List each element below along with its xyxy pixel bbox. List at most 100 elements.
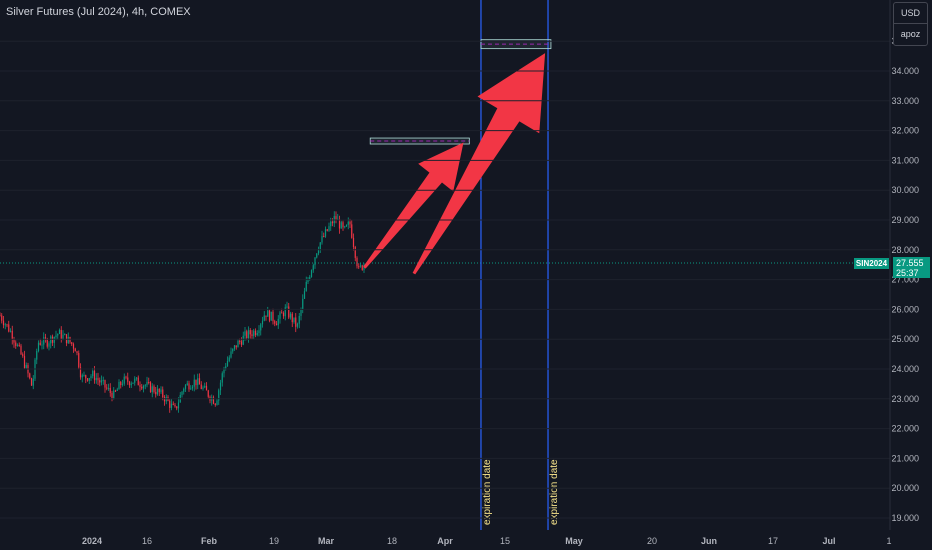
candle-body bbox=[282, 313, 285, 317]
candle-body bbox=[225, 366, 227, 369]
candle-body bbox=[249, 330, 251, 335]
x-tick-label: Apr bbox=[437, 536, 453, 546]
candle-body bbox=[142, 385, 145, 389]
candle-body bbox=[345, 224, 348, 227]
candle-body bbox=[277, 318, 279, 326]
candle-body bbox=[197, 378, 199, 386]
candle-body bbox=[29, 373, 31, 379]
candle-body bbox=[104, 380, 106, 388]
candle-body bbox=[307, 279, 309, 282]
candle-body bbox=[272, 311, 274, 322]
candlestick-series bbox=[0, 211, 365, 413]
candle-body bbox=[156, 388, 159, 395]
x-tick-label: 15 bbox=[500, 536, 510, 546]
candle-body bbox=[312, 265, 314, 271]
y-tick-label: 31.000 bbox=[891, 155, 919, 165]
candle-body bbox=[2, 320, 5, 326]
candle-body bbox=[155, 391, 157, 395]
candle-body bbox=[351, 224, 353, 238]
candle-body bbox=[55, 335, 57, 337]
candle-body bbox=[326, 229, 328, 231]
candle-body bbox=[349, 221, 351, 225]
candle-body bbox=[8, 324, 10, 332]
candle-body bbox=[16, 344, 19, 346]
candle-body bbox=[100, 380, 103, 383]
candle-body bbox=[139, 385, 141, 387]
time-axis[interactable]: 2024 16 Feb 19 Mar 18 Apr 15 May 20 Jun 17 Jul 1 bbox=[82, 536, 892, 546]
candle-body bbox=[247, 330, 250, 339]
candle-body bbox=[230, 351, 232, 358]
candle-body bbox=[32, 378, 34, 386]
candle-body bbox=[202, 387, 204, 389]
currency-selector[interactable]: USD apoz bbox=[893, 2, 928, 46]
x-tick-label: 1 bbox=[886, 536, 891, 546]
x-tick-label: Feb bbox=[201, 536, 218, 546]
candle-body bbox=[244, 331, 246, 336]
candle-body bbox=[319, 242, 321, 250]
y-tick-label: 34.000 bbox=[891, 66, 919, 76]
trend-arrow bbox=[363, 142, 464, 269]
candle-body bbox=[281, 312, 283, 314]
candle-body bbox=[191, 386, 194, 389]
candle-body bbox=[310, 270, 313, 278]
candle-body bbox=[146, 381, 148, 386]
candle-body bbox=[48, 343, 50, 347]
candle-body bbox=[205, 385, 208, 391]
candle-body bbox=[118, 381, 120, 390]
candle-body bbox=[160, 389, 162, 393]
candle-body bbox=[41, 344, 43, 346]
candle-body bbox=[62, 334, 64, 339]
candle-body bbox=[71, 342, 73, 345]
candle-body bbox=[258, 330, 260, 334]
candle-body bbox=[137, 377, 139, 386]
last-price-label: 27.555 25:37 bbox=[893, 257, 930, 278]
candle-body bbox=[30, 378, 33, 386]
x-tick-label: Jun bbox=[701, 536, 717, 546]
candle-body bbox=[300, 309, 302, 316]
drawing-overlays: expiration date expiration date bbox=[0, 0, 890, 530]
candle-body bbox=[43, 337, 45, 345]
y-tick-label: 33.000 bbox=[891, 96, 919, 106]
currency-code: USD bbox=[900, 8, 920, 18]
candle-body bbox=[78, 353, 80, 368]
candle-body bbox=[128, 381, 131, 386]
candle-body bbox=[184, 385, 187, 389]
candle-body bbox=[235, 345, 237, 348]
candle-body bbox=[64, 334, 66, 336]
candle-body bbox=[317, 249, 320, 254]
candle-body bbox=[111, 392, 113, 399]
candle-body bbox=[174, 404, 176, 407]
candle-body bbox=[303, 291, 306, 299]
candle-body bbox=[330, 221, 332, 227]
candle-body bbox=[162, 389, 164, 398]
candle-body bbox=[83, 375, 85, 377]
candle-body bbox=[195, 379, 197, 386]
y-tick-label: 24.000 bbox=[891, 364, 919, 374]
candle-body bbox=[284, 307, 286, 317]
price-axis[interactable]: 19.000 20.000 21.000 22.000 23.000 24.000 25.0… bbox=[0, 0, 919, 530]
candle-body bbox=[260, 324, 262, 331]
x-tick-label: 19 bbox=[269, 536, 279, 546]
candle-body bbox=[232, 348, 234, 352]
candle-body bbox=[6, 324, 8, 326]
candle-body bbox=[256, 333, 258, 336]
y-tick-label: 26.000 bbox=[891, 304, 919, 314]
candle-body bbox=[212, 397, 215, 404]
candle-body bbox=[288, 306, 290, 318]
candle-body bbox=[113, 390, 115, 399]
candle-body bbox=[228, 357, 230, 361]
candle-body bbox=[302, 298, 304, 310]
candle-body bbox=[116, 389, 118, 391]
candle-body bbox=[20, 345, 22, 355]
candle-body bbox=[76, 351, 78, 354]
candle-body bbox=[344, 226, 346, 228]
candle-body bbox=[233, 345, 236, 349]
candle-body bbox=[81, 375, 83, 378]
candle-body bbox=[253, 330, 255, 337]
candle-body bbox=[39, 342, 41, 345]
candle-body bbox=[193, 379, 195, 387]
candle-body bbox=[358, 266, 360, 268]
candle-body bbox=[90, 376, 92, 379]
x-tick-label: 2024 bbox=[82, 536, 102, 546]
